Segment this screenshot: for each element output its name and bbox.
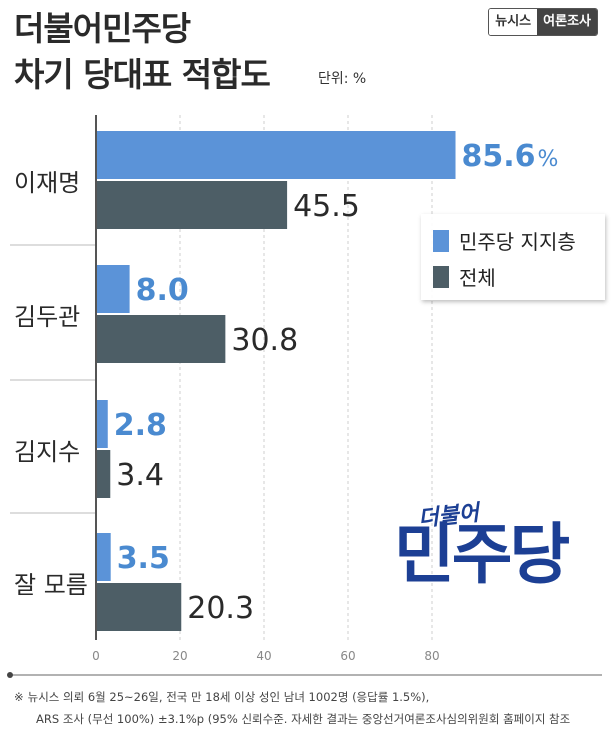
data-label-supporters: 3.5 [117,541,170,576]
source-badge-type: 여론조사 [537,9,597,35]
footnote-line-2: ARS 조사 (무선 100%) ±3.1%p (95% 신뢰수준. 자세한 결… [36,712,571,726]
bar-supporters [96,265,130,313]
data-label-supporters: 85.6 [462,139,536,174]
legend-item-total: 전체 [433,262,496,291]
bar-supporters [96,400,108,448]
footnote-line-1: ※ 뉴시스 의뢰 6월 25~26일, 전국 만 18세 이상 성인 남녀 100… [14,686,570,708]
chart-title: 더불어민주당 차기 당대표 적합도 [14,6,271,98]
category-label: 김두관 [14,303,80,331]
x-tick-label: 0 [92,649,100,663]
unit-label: 단위: % [318,71,367,87]
bar-total [96,315,226,363]
x-tick-label: 80 [424,649,439,663]
rule-dot [7,672,13,678]
bar-supporters [96,533,111,581]
data-label-total: 3.4 [116,458,164,493]
legend-label-total: 전체 [459,266,496,290]
x-tick-label: 60 [340,649,355,663]
legend: 민주당 지지층 전체 [421,214,605,300]
data-label-supporters: 8.0 [136,273,189,308]
source-badge: 뉴시스 여론조사 [488,8,598,36]
footnote-mark: ※ [14,690,24,704]
legend-item-supporters: 민주당 지지층 [433,226,576,255]
x-tick-label: 40 [256,649,271,663]
category-label: 잘 모름 [14,571,88,599]
party-logo: 더불어 민주당 [388,498,598,598]
bar-total [96,583,182,631]
x-tick-label: 20 [172,649,187,663]
data-label-total: 20.3 [187,591,254,626]
logo-main-text: 민주당 [394,516,570,593]
legend-swatch-supporters [433,229,449,252]
legend-swatch-total [433,265,449,288]
legend-label-supporters: 민주당 지지층 [459,230,576,254]
data-label-total: 30.8 [231,323,298,358]
title-line-1: 더불어민주당 [14,9,191,48]
title-line-2: 차기 당대표 적합도 [14,55,271,94]
bar-supporters [96,131,456,179]
category-label: 김지수 [14,438,80,466]
bar-total [96,450,111,498]
percent-suffix: % [538,147,559,172]
data-label-supporters: 2.8 [114,408,167,443]
footnote: ※ 뉴시스 의뢰 6월 25~26일, 전국 만 18세 이상 성인 남녀 100… [14,686,570,730]
source-badge-agency: 뉴시스 [489,9,538,35]
footnote-text-1: 뉴시스 의뢰 6월 25~26일, 전국 만 18세 이상 성인 남녀 1002… [27,690,430,704]
category-label: 이재명 [14,169,80,197]
bar-total [96,181,288,229]
data-label-total: 45.5 [293,189,360,224]
